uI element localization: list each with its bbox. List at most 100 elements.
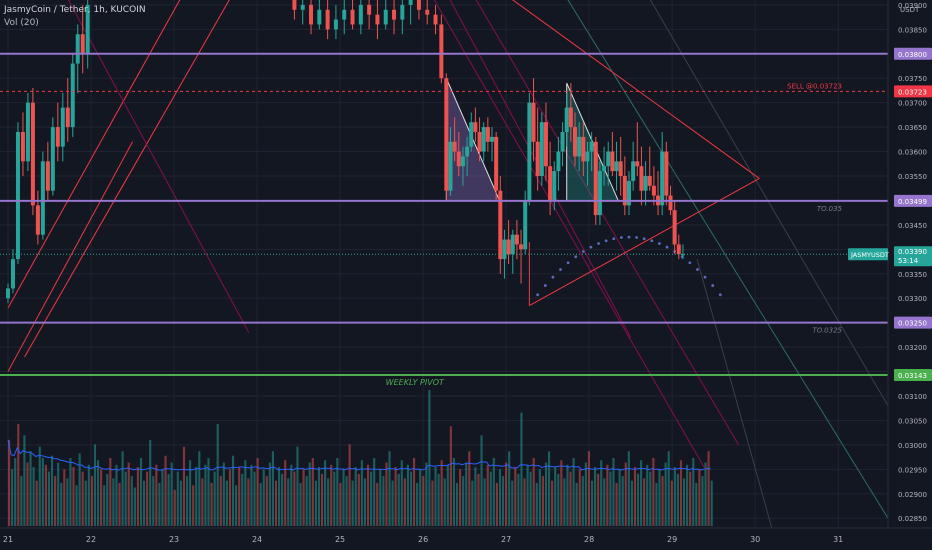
volume-bar — [173, 489, 176, 526]
candle-body — [425, 9, 430, 15]
candle-body — [20, 132, 25, 162]
arc-dot — [665, 245, 669, 249]
volume-bar — [281, 473, 284, 526]
volume-bar — [32, 467, 35, 526]
candle-body — [15, 132, 20, 260]
volume-bar — [207, 458, 210, 526]
volume-bar — [560, 460, 563, 526]
target-1-price-tag: 0.03499 — [898, 198, 927, 206]
volume-bar — [495, 482, 498, 526]
volume-bar — [643, 478, 646, 526]
volume-bar — [152, 476, 155, 526]
volume-bar — [646, 464, 649, 526]
volume-bar — [373, 458, 376, 526]
candle-body — [602, 166, 607, 172]
volume-bar — [655, 482, 658, 526]
candle-body — [556, 151, 561, 172]
levels-layer: SELL @0.03723 TO.035 TO.0325 WEEKLY PIVOT — [0, 52, 888, 387]
volume-bar — [612, 458, 615, 526]
volume-bar — [121, 451, 124, 526]
volume-bar — [584, 462, 587, 526]
candle-body — [664, 151, 669, 196]
volume-bar — [308, 462, 311, 526]
price-tick-label: 0.03650 — [898, 124, 927, 132]
volume-bar — [455, 482, 459, 526]
candle-body — [75, 34, 80, 64]
volume-bar — [462, 476, 465, 526]
price-tick-label: 0.03700 — [898, 100, 927, 108]
volume-bar — [416, 482, 419, 526]
volume-bar — [149, 439, 152, 526]
volume-bar — [511, 480, 514, 526]
candle-body — [408, 0, 413, 5]
volume-bar — [339, 482, 342, 526]
trend-line — [7, 141, 133, 372]
volume-bar — [480, 435, 483, 526]
candle-body — [367, 4, 372, 15]
volume-bar — [330, 464, 333, 526]
volume-bar — [336, 458, 339, 526]
volume-bar — [305, 476, 308, 526]
volume-bar — [90, 476, 93, 526]
volume-bar — [351, 480, 354, 526]
volume-bar — [615, 482, 618, 526]
candle-body — [460, 156, 465, 167]
axis-currency-label: USDT — [900, 6, 920, 14]
volume-bar — [93, 444, 97, 526]
volume-bar — [228, 469, 232, 526]
symbol-title[interactable]: JasmyCoin / Tether, 1h, KUCOIN — [4, 5, 146, 15]
volume-bar — [520, 412, 523, 526]
volume-bar — [566, 464, 569, 526]
candle-body — [531, 102, 536, 142]
price-tick-label: 0.03050 — [898, 417, 927, 425]
channel-line — [449, 0, 632, 338]
volume-bar — [287, 478, 290, 526]
trend-line — [7, 0, 181, 309]
candle-body — [676, 244, 681, 255]
volume-bar — [198, 451, 201, 526]
volume-bar — [422, 476, 425, 526]
volume-bar — [529, 471, 532, 526]
volume-bar — [701, 476, 704, 526]
candle-body — [606, 151, 611, 167]
time-axis: 21 22 23 24 25 26 27 28 29 30 31 — [0, 527, 932, 550]
candle-body — [45, 161, 50, 191]
volume-bar — [443, 478, 446, 526]
candle-body — [392, 9, 397, 20]
volume-bar — [557, 473, 560, 526]
volume-bar — [259, 482, 262, 526]
volume-bar — [317, 467, 321, 526]
candle-body — [506, 239, 511, 255]
price-tick-label: 0.03850 — [898, 26, 927, 34]
candle-body — [535, 141, 540, 176]
volume-bar — [231, 455, 235, 526]
volume-bar — [345, 476, 348, 526]
volume-indicator-label[interactable]: Vol (20) — [4, 18, 39, 28]
volume-bar — [158, 482, 161, 526]
resistance-price-tag: 0.03800 — [898, 51, 927, 59]
volume-bar — [302, 469, 305, 526]
volume-bar — [363, 478, 367, 526]
time-tick-label: 31 — [833, 535, 843, 544]
price-axis: 0.03900 0.03850 0.03800 0.03750 0.03700 0.036… — [848, 0, 932, 550]
volume-bar — [673, 467, 676, 526]
candle-body — [573, 127, 578, 157]
volume-bar — [244, 460, 247, 526]
volume-bar — [96, 460, 100, 526]
arc-dot — [604, 239, 608, 243]
volume-bar — [256, 458, 259, 526]
candle-body — [543, 122, 548, 167]
volume-bar — [526, 464, 529, 526]
volume-bar — [81, 471, 84, 526]
time-tick-label: 27 — [501, 535, 511, 544]
volume-bar — [449, 426, 452, 526]
volume-bar — [431, 480, 434, 526]
volume-bar — [501, 476, 505, 526]
target-2-price-tag: 0.03250 — [898, 320, 927, 328]
volume-bar — [569, 471, 572, 526]
volume-bar — [333, 471, 336, 526]
volume-bar — [41, 458, 44, 526]
trend-line — [24, 0, 230, 358]
